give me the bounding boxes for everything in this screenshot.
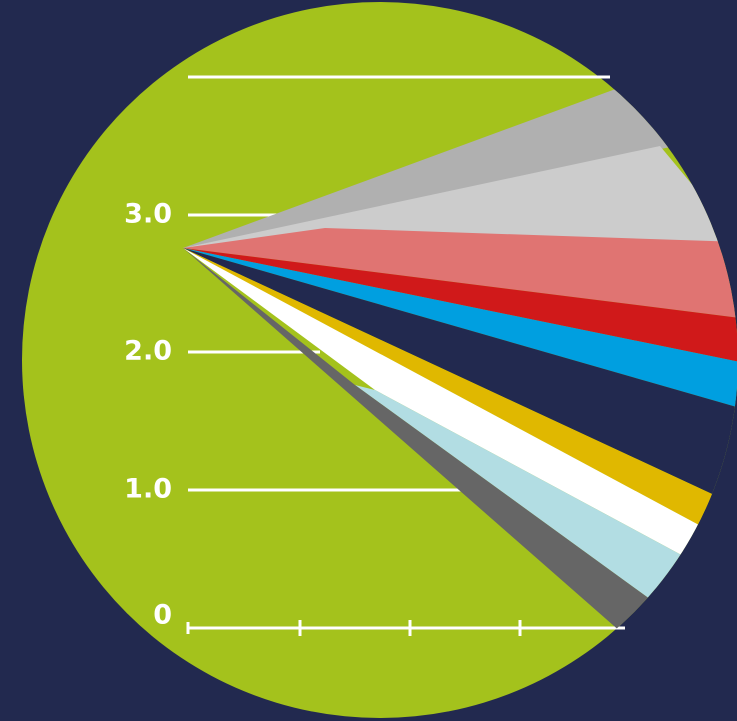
wedges — [183, 80, 737, 640]
axis-label: 3.0 — [124, 199, 172, 230]
wedge — [183, 146, 737, 248]
wedge — [183, 248, 665, 640]
wedge — [183, 80, 680, 248]
wedge — [355, 385, 700, 610]
axis-label: 1.0 — [124, 474, 172, 505]
wedge — [183, 248, 725, 532]
axis-lines — [186, 75, 625, 636]
wedge — [183, 248, 737, 500]
wedge — [183, 248, 712, 565]
wedge — [183, 228, 737, 318]
axis-label: 0 — [153, 600, 172, 631]
axis-label: 2.0 — [124, 336, 172, 367]
